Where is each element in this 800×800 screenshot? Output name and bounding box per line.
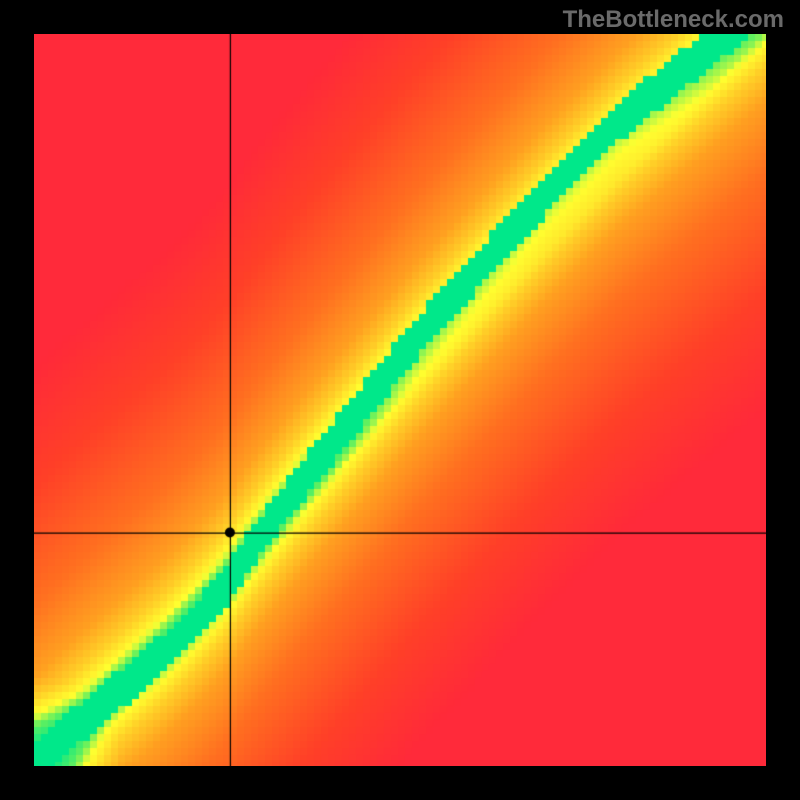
attribution-label: TheBottleneck.com [563, 6, 784, 34]
bottleneck-heatmap [34, 34, 766, 766]
chart-container: TheBottleneck.com [0, 0, 800, 800]
